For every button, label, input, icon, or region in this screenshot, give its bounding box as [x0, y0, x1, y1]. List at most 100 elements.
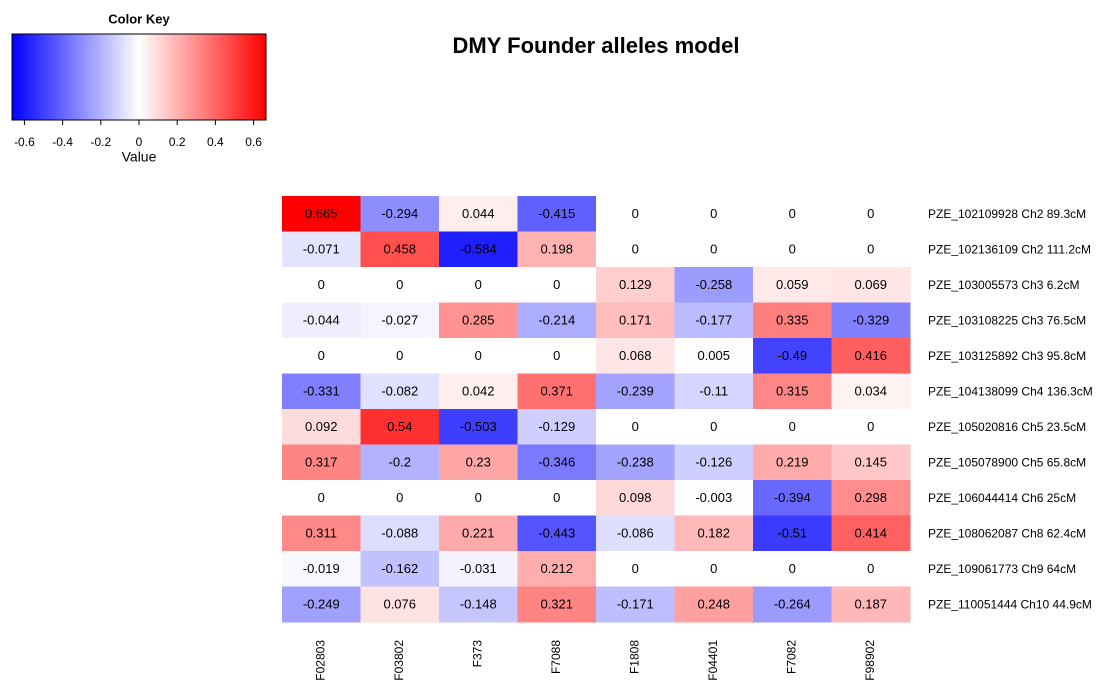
cell-label: 0.005	[697, 348, 730, 363]
cell	[753, 480, 832, 516]
cell	[831, 586, 911, 623]
cell-label: -0.443	[538, 526, 575, 541]
row-label: PZE_103108225 Ch3 76.5cM	[928, 313, 1086, 327]
cell	[674, 267, 754, 303]
cell-label: 0	[475, 490, 482, 505]
cell-label: 0	[396, 277, 403, 292]
cell-label: 0.068	[619, 348, 652, 363]
key-xlabel: Value	[122, 149, 157, 165]
cell-label: -0.003	[695, 490, 732, 505]
column-label: F98902	[863, 640, 877, 681]
cell-label: 0.371	[540, 384, 573, 399]
row-label: PZE_105078900 Ch5 65.8cM	[928, 455, 1086, 469]
cell	[596, 267, 675, 303]
cell	[360, 373, 440, 410]
cell	[517, 231, 597, 268]
cell-label: 0	[318, 277, 325, 292]
cell-label: -0.11	[699, 384, 728, 399]
cell	[596, 551, 675, 587]
column-label: F02803	[313, 640, 327, 681]
cell	[674, 196, 754, 232]
cell-label: 0	[789, 419, 796, 434]
cell	[282, 586, 361, 623]
cell-label: -0.088	[381, 526, 418, 541]
cell-label: 0	[553, 277, 560, 292]
cell-label: 0.315	[776, 384, 809, 399]
key-tick-label: -0.4	[52, 135, 73, 149]
cell-label: 0	[553, 490, 560, 505]
cell-label: 0.311	[305, 526, 337, 541]
cell	[360, 444, 440, 481]
cell-label: 0.458	[383, 242, 416, 257]
row-label: PZE_102136109 Ch2 111.2cM	[928, 242, 1091, 256]
cell	[517, 196, 597, 232]
cell	[753, 444, 832, 481]
cell-label: -0.019	[303, 561, 340, 576]
cell	[360, 267, 440, 303]
cell	[753, 196, 832, 232]
cell	[282, 231, 361, 268]
column-label: F1808	[627, 640, 641, 674]
cell	[753, 302, 832, 339]
cell-label: 0	[632, 242, 639, 257]
cell-label: 0.219	[776, 455, 809, 470]
cell-label: -0.239	[617, 384, 654, 399]
cell	[517, 515, 597, 552]
cell-label: -0.2	[389, 455, 411, 470]
cell-label: -0.503	[460, 419, 497, 434]
cell	[753, 586, 832, 623]
cell-label: 0	[867, 419, 874, 434]
key-tick-label: -0.6	[14, 135, 35, 149]
cell	[282, 515, 361, 552]
cell-label: 0.042	[462, 384, 495, 399]
key-tick-label: 0.4	[207, 135, 224, 149]
cell	[360, 551, 440, 587]
cell-label: -0.51	[777, 526, 807, 541]
row-label: PZE_103005573 Ch3 6.2cM	[928, 278, 1079, 292]
cell	[674, 586, 754, 623]
cell	[674, 515, 754, 552]
cell-label: 0	[396, 348, 403, 363]
column-label: F04401	[706, 640, 720, 681]
cell	[282, 373, 361, 410]
cell-label: 0	[710, 561, 717, 576]
cell	[674, 231, 754, 268]
cell-label: -0.129	[538, 419, 575, 434]
cell-label: -0.346	[538, 455, 575, 470]
cell	[439, 302, 518, 339]
cell	[282, 267, 361, 303]
cell-label: 0.059	[776, 277, 809, 292]
cell	[831, 196, 911, 232]
cell	[674, 338, 754, 374]
row-label: PZE_105020816 Ch5 23.5cM	[928, 420, 1086, 434]
cell	[360, 196, 440, 232]
row-label: PZE_110051444 Ch10 44.9cM	[928, 597, 1092, 611]
cell	[517, 586, 597, 623]
cell	[282, 302, 361, 339]
cell-label: -0.264	[774, 597, 811, 612]
row-label: PZE_106044414 Ch6 25cM	[928, 491, 1076, 505]
cell	[439, 373, 518, 410]
cell-label: 0	[867, 206, 874, 221]
cell	[674, 373, 754, 410]
cell-label: 0	[789, 206, 796, 221]
cell	[360, 338, 440, 374]
row-label: PZE_109061773 Ch9 64cM	[928, 562, 1076, 576]
cell	[439, 586, 518, 623]
cell	[360, 231, 440, 268]
cell	[753, 373, 832, 410]
cell	[282, 338, 361, 374]
cell-label: -0.162	[381, 561, 418, 576]
row-label: PZE_102109928 Ch2 89.3cM	[928, 207, 1086, 221]
chart-title: DMY Founder alleles model	[453, 33, 740, 58]
key-tick-label: 0.6	[245, 135, 262, 149]
cell-label: 0	[632, 419, 639, 434]
cell	[439, 515, 518, 552]
cell-label: 0	[553, 348, 560, 363]
cell	[596, 231, 675, 268]
cell-label: 0	[318, 348, 325, 363]
cell	[517, 444, 597, 481]
cell	[282, 444, 361, 481]
cell-label: -0.329	[852, 313, 889, 328]
cell	[596, 480, 675, 516]
